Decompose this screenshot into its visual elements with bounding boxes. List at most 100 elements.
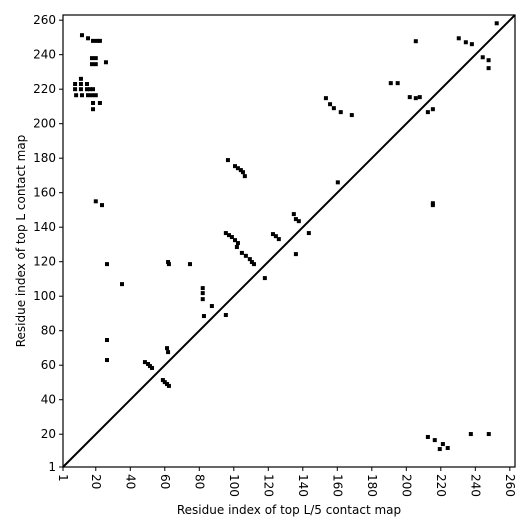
contact-point xyxy=(103,60,108,65)
contact-point xyxy=(273,234,278,239)
contact-point xyxy=(494,21,499,26)
contact-point xyxy=(226,233,231,238)
contact-point xyxy=(78,82,83,87)
contact-point xyxy=(238,168,243,173)
contact-point xyxy=(223,231,228,236)
contact-point xyxy=(94,38,99,43)
x-tick-label: 200 xyxy=(399,474,413,497)
contact-point xyxy=(296,219,301,224)
contact-point xyxy=(200,291,205,296)
y-tick-label: 200 xyxy=(33,117,56,131)
contact-point xyxy=(417,95,422,100)
contact-point xyxy=(165,346,170,351)
contact-point xyxy=(91,100,96,105)
contact-point xyxy=(91,87,96,92)
contact-point xyxy=(160,378,165,383)
x-tick-label: 60 xyxy=(158,474,172,489)
y-axis-label: Residue index of top L contact map xyxy=(14,135,28,348)
contact-point xyxy=(407,95,412,100)
contact-point xyxy=(104,338,109,343)
contact-point xyxy=(395,81,400,86)
contact-point xyxy=(147,364,152,369)
contact-point xyxy=(445,446,450,451)
x-tick-label: 20 xyxy=(89,474,103,489)
contact-point xyxy=(249,260,254,265)
y-tick-label: 140 xyxy=(33,220,56,234)
contact-point xyxy=(104,262,109,267)
x-tick-label: 140 xyxy=(296,474,310,497)
contact-point xyxy=(166,260,171,265)
contact-point xyxy=(240,170,245,175)
contact-point xyxy=(166,383,171,388)
contact-point xyxy=(84,87,89,92)
contact-point xyxy=(87,87,92,92)
contact-point xyxy=(201,314,206,319)
contact-point xyxy=(262,276,267,281)
contact-point xyxy=(432,438,437,443)
contact-point xyxy=(338,110,343,115)
contact-point xyxy=(89,56,94,61)
contact-point xyxy=(93,62,98,67)
x-tick-label: 120 xyxy=(261,474,275,497)
contact-point xyxy=(291,212,296,217)
x-tick-label: 180 xyxy=(365,474,379,497)
contact-point xyxy=(84,82,89,87)
contact-point xyxy=(486,58,491,63)
contact-point xyxy=(293,252,298,257)
contact-point xyxy=(91,107,96,112)
x-tick-label: 160 xyxy=(330,474,344,497)
contact-point xyxy=(97,38,102,43)
contact-point xyxy=(235,166,240,171)
diagonal-line xyxy=(62,14,516,468)
contact-point xyxy=(335,180,340,185)
contact-point xyxy=(486,66,491,71)
x-tick-label: 260 xyxy=(503,474,517,497)
contact-point xyxy=(388,81,393,86)
y-tick-label: 220 xyxy=(33,82,56,96)
contact-point xyxy=(328,102,333,107)
contact-point xyxy=(239,250,244,255)
contact-point xyxy=(223,313,228,318)
contact-point xyxy=(233,164,238,169)
contact-point xyxy=(150,365,155,370)
contact-point xyxy=(456,36,461,41)
contact-point xyxy=(162,380,167,385)
contact-point xyxy=(146,362,151,367)
contact-point xyxy=(200,297,205,302)
contact-point xyxy=(235,241,240,246)
contact-point xyxy=(331,106,336,111)
contact-point xyxy=(73,87,78,92)
contact-point xyxy=(166,350,171,355)
contact-point xyxy=(480,55,485,60)
x-tick-label: 220 xyxy=(434,474,448,497)
contact-point xyxy=(468,432,473,437)
y-tick-label: 180 xyxy=(33,151,56,165)
contact-point xyxy=(440,442,445,447)
x-tick-label: 80 xyxy=(192,474,206,489)
contact-point xyxy=(243,253,248,258)
x-tick-label: 40 xyxy=(123,474,137,489)
contact-point xyxy=(437,447,442,452)
x-tick-label: 100 xyxy=(227,474,241,497)
contact-point xyxy=(89,62,94,67)
contact-point xyxy=(247,257,252,262)
contact-point xyxy=(86,36,91,41)
contact-point xyxy=(293,217,298,222)
contact-point xyxy=(242,174,247,179)
contact-point xyxy=(251,262,256,267)
contact-point xyxy=(425,110,430,115)
contact-point xyxy=(89,93,94,98)
contact-point xyxy=(142,360,147,365)
contact-point xyxy=(413,39,418,44)
contact-point xyxy=(430,107,435,112)
y-tick-label: 60 xyxy=(41,358,56,372)
contact-point xyxy=(200,286,205,291)
y-tick-label: 240 xyxy=(33,48,56,62)
contact-point xyxy=(78,87,83,92)
y-tick-label: 100 xyxy=(33,289,56,303)
y-tick-label: 1 xyxy=(48,460,56,474)
contact-point xyxy=(209,304,214,309)
y-tick-label: 80 xyxy=(41,324,56,338)
contact-point xyxy=(187,262,192,267)
